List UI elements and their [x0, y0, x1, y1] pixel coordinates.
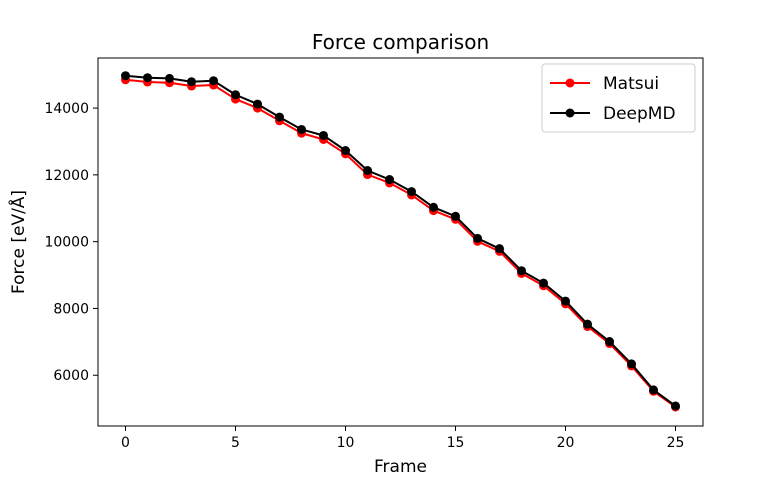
data-point-deepmd — [209, 76, 218, 86]
x-tick-label: 20 — [557, 435, 575, 451]
y-tick-label: 10000 — [44, 235, 89, 251]
data-point-deepmd — [451, 211, 460, 221]
x-tick-label: 5 — [231, 435, 240, 451]
data-point-deepmd — [429, 202, 438, 212]
x-axis: 0 5 10 15 20 25 — [121, 426, 684, 451]
data-point-deepmd — [231, 90, 240, 100]
data-point-deepmd — [121, 71, 130, 81]
data-point-deepmd — [143, 73, 152, 83]
data-point-deepmd — [319, 130, 328, 140]
data-point-deepmd — [275, 112, 284, 122]
data-point-deepmd — [385, 175, 394, 185]
data-point-deepmd — [627, 359, 636, 369]
legend-label-deepmd: DeepMD — [603, 104, 676, 124]
x-axis-label: Frame — [374, 457, 427, 477]
data-point-deepmd — [253, 99, 262, 109]
data-point-deepmd — [495, 244, 504, 254]
plot-area — [121, 71, 680, 412]
legend: Matsui DeepMD — [541, 63, 696, 133]
legend-label-matsui: Matsui — [603, 74, 659, 94]
data-point-deepmd — [671, 401, 680, 411]
data-point-deepmd — [407, 187, 416, 197]
data-point-deepmd — [649, 385, 658, 395]
data-point-deepmd — [539, 278, 548, 288]
data-point-deepmd — [363, 166, 372, 176]
y-tick-label: 12000 — [44, 168, 89, 184]
y-tick-label: 8000 — [53, 301, 89, 317]
data-point-deepmd — [583, 319, 592, 329]
legend-marker-matsui — [565, 78, 575, 88]
data-point-deepmd — [297, 124, 306, 134]
legend-marker-deepmd — [565, 108, 575, 118]
data-point-deepmd — [165, 73, 174, 83]
data-point-deepmd — [473, 233, 482, 243]
x-tick-label: 0 — [121, 435, 130, 451]
x-tick-label: 15 — [447, 435, 465, 451]
chart-title: Force comparison — [312, 30, 489, 54]
y-tick-label: 14000 — [44, 101, 89, 117]
x-tick-label: 25 — [667, 435, 685, 451]
data-point-deepmd — [341, 146, 350, 156]
data-point-deepmd — [605, 337, 614, 347]
data-point-deepmd — [561, 296, 570, 306]
x-tick-label: 10 — [337, 435, 355, 451]
y-axis-label: Force [eV/Å] — [7, 190, 29, 294]
y-axis: 6000 8000 10000 12000 14000 — [44, 101, 98, 384]
y-tick-label: 6000 — [53, 368, 89, 384]
data-point-deepmd — [517, 266, 526, 276]
series-deepmd — [121, 71, 680, 411]
legend-box — [541, 63, 696, 133]
data-point-deepmd — [187, 77, 196, 87]
